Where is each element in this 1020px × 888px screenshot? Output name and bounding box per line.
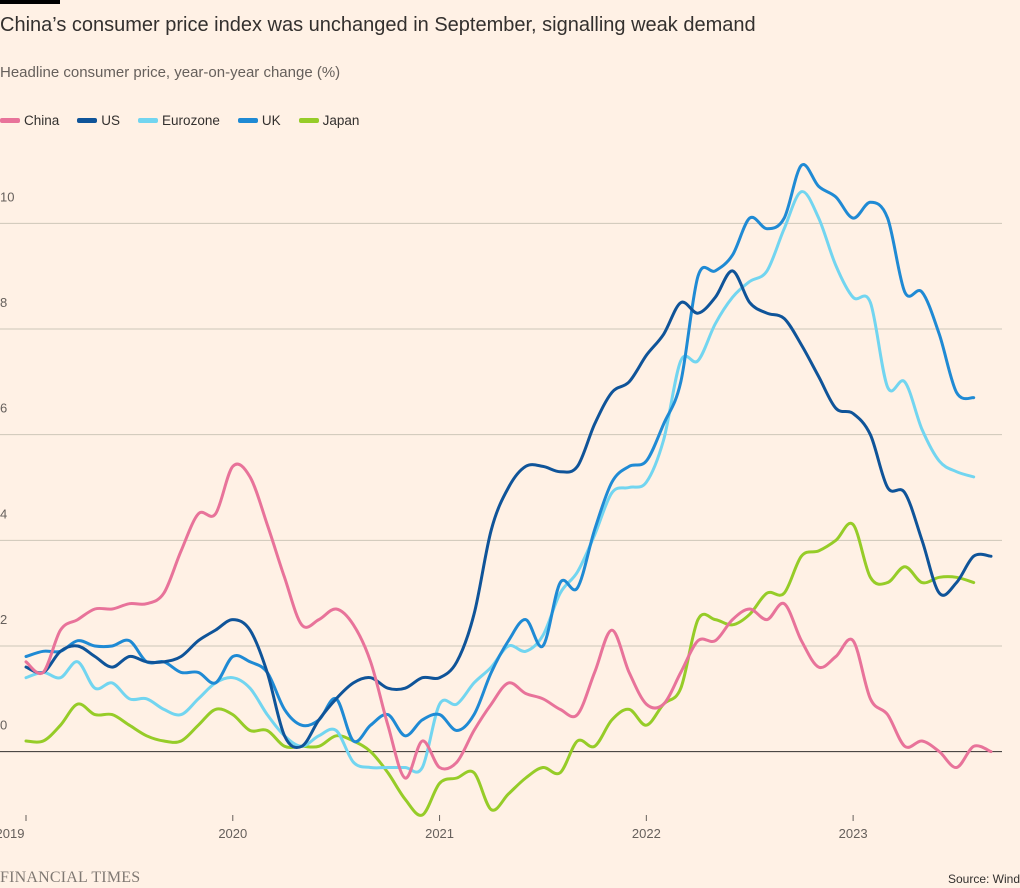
legend-label-japan: Japan	[322, 113, 360, 128]
chart-title: China’s consumer price index was unchang…	[0, 14, 756, 36]
series-line-uk	[24, 162, 976, 744]
x-tick-label-2021: 2021	[425, 826, 454, 841]
x-tick-label-2022: 2022	[632, 826, 661, 841]
legend-item-china: China	[0, 113, 59, 128]
line-chart: 0 2 4 6 8 10 2019 2020 2021 2022 2023	[0, 162, 1002, 841]
source-note: Source: Wind	[947, 872, 1020, 886]
legend-label-uk: UK	[261, 113, 281, 128]
y-tick-label-6: 6	[0, 401, 7, 416]
legend-item-uk: UK	[237, 113, 281, 128]
y-tick-label-8: 8	[0, 295, 7, 310]
ft-logo: FINANCIAL TIMES	[0, 869, 141, 886]
y-tick-label-2: 2	[0, 612, 7, 627]
brand-bar	[0, 0, 60, 4]
legend-swatch-japan	[298, 118, 319, 123]
legend-swatch-uk	[237, 118, 258, 123]
series-line-china	[24, 462, 993, 780]
y-tick-label-4: 4	[0, 506, 7, 521]
x-tick-label-2020: 2020	[218, 826, 247, 841]
legend-swatch-eurozone	[138, 118, 159, 123]
x-tick-label-2019: 2019	[0, 826, 24, 841]
legend-label-china: China	[24, 113, 60, 128]
y-tick-label-0: 0	[0, 718, 7, 733]
legend-swatch-us	[77, 118, 98, 123]
legend: China US Eurozone UK Japan	[0, 113, 377, 128]
chart-subtitle: Headline consumer price, year-on-year ch…	[0, 64, 341, 81]
series-line-japan	[24, 521, 976, 817]
legend-label-us: US	[101, 113, 121, 128]
legend-swatch-china	[0, 118, 20, 123]
legend-item-japan: Japan	[298, 113, 360, 128]
series-line-eurozone	[24, 190, 976, 774]
series-line-us	[24, 269, 993, 750]
y-tick-label-10: 10	[0, 189, 14, 204]
x-tick-label-2023: 2023	[839, 826, 868, 841]
legend-item-eurozone: Eurozone	[138, 113, 220, 128]
legend-item-us: US	[77, 113, 120, 128]
legend-label-eurozone: Eurozone	[162, 113, 220, 128]
